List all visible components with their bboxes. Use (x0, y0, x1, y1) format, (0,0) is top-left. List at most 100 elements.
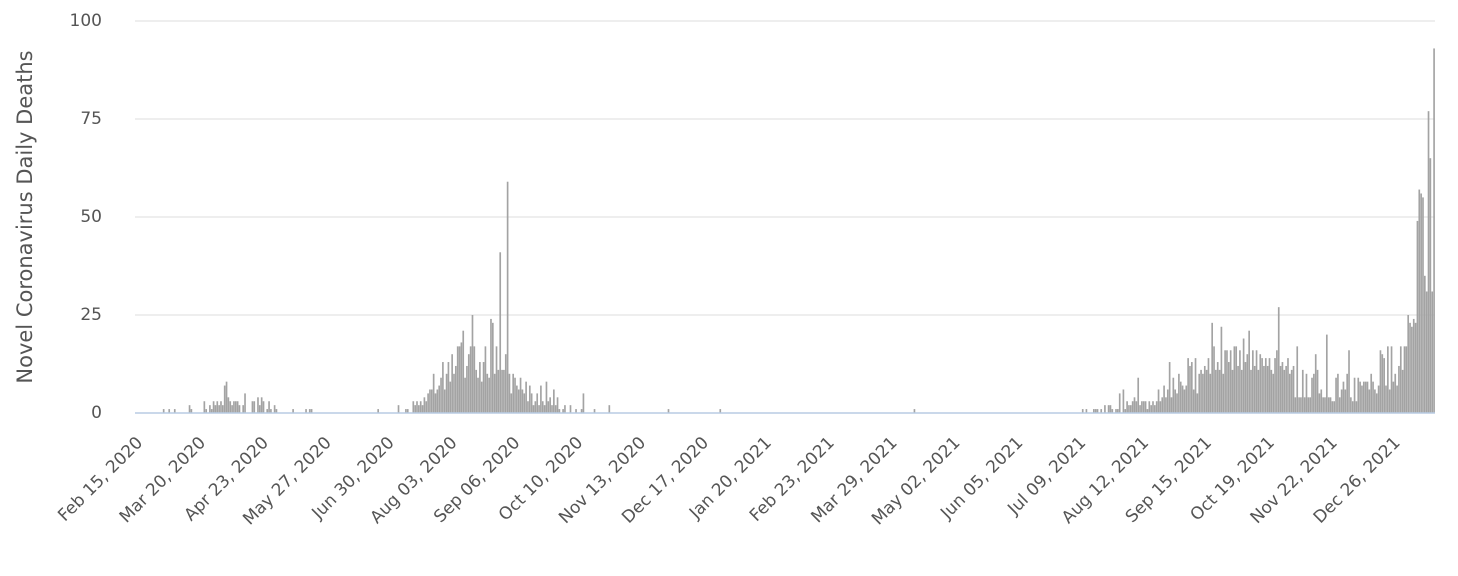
bar (540, 385, 542, 413)
bar (1166, 389, 1169, 413)
bar (257, 397, 259, 413)
bar (1305, 373, 1308, 413)
bar (1316, 369, 1319, 413)
bar (1375, 393, 1378, 413)
bar (1261, 358, 1263, 413)
bar (253, 401, 256, 413)
bar (1203, 365, 1206, 413)
bar (1174, 389, 1177, 413)
bar (268, 401, 270, 413)
bar (1433, 48, 1435, 413)
bar (1092, 409, 1095, 413)
bar (1379, 350, 1382, 413)
bar (495, 346, 498, 413)
bar (173, 409, 176, 413)
bar (1344, 389, 1347, 413)
bar (521, 389, 524, 413)
bar (443, 389, 446, 413)
bar (225, 381, 228, 413)
bar (1383, 358, 1385, 413)
bar (519, 377, 522, 413)
bar (203, 401, 206, 413)
bar (480, 381, 483, 413)
bar (1192, 389, 1195, 413)
bar (1418, 189, 1421, 413)
bar (551, 405, 553, 413)
bar (482, 362, 485, 413)
bar (1285, 365, 1287, 413)
bar (1338, 397, 1341, 413)
bar (1226, 350, 1228, 413)
bar (1309, 397, 1312, 413)
bar (1178, 373, 1180, 413)
bar (1272, 373, 1275, 413)
bar (491, 322, 494, 413)
bar (556, 397, 559, 413)
bar (512, 373, 514, 413)
bar (1385, 385, 1387, 413)
bar (538, 405, 540, 413)
bar (1409, 322, 1411, 413)
bar (1200, 369, 1202, 413)
bar (1211, 322, 1214, 413)
bar (510, 393, 513, 413)
bar (449, 381, 452, 413)
bar (1325, 334, 1328, 413)
bar (1329, 397, 1332, 413)
bar (429, 389, 431, 413)
bar (1185, 385, 1188, 413)
bar (1194, 358, 1197, 413)
bar (1137, 377, 1140, 413)
bar (456, 346, 459, 413)
bar (1144, 401, 1147, 413)
bar (1333, 401, 1336, 413)
bar (1255, 350, 1258, 413)
bar (1298, 397, 1300, 413)
bar (719, 409, 722, 413)
bar (1253, 365, 1256, 413)
bar (1231, 369, 1234, 413)
bar (310, 409, 313, 413)
bar (1155, 401, 1158, 413)
bar (1377, 385, 1380, 413)
bar (451, 354, 453, 413)
bar (473, 346, 476, 413)
bar (1190, 362, 1193, 413)
bar (1290, 369, 1293, 413)
bar (464, 377, 466, 413)
bar (1361, 385, 1363, 413)
bar (1392, 381, 1395, 413)
bar (462, 330, 465, 413)
bar (1109, 405, 1112, 413)
bar (209, 405, 211, 413)
bar (527, 401, 529, 413)
bar (514, 377, 516, 413)
bar (1411, 326, 1413, 413)
bar (436, 389, 439, 413)
bar (1296, 346, 1299, 413)
bar (266, 409, 269, 413)
y-tick-label: 100 (70, 11, 102, 31)
bar (1165, 397, 1167, 413)
bar (1142, 401, 1145, 413)
bar (1215, 369, 1217, 413)
bar (1350, 397, 1352, 413)
bar (190, 409, 193, 413)
bar (1335, 377, 1337, 413)
bar (1233, 346, 1236, 413)
bar (251, 401, 254, 413)
bar (541, 401, 544, 413)
bar (506, 181, 509, 413)
bar (1131, 401, 1134, 413)
bar (406, 409, 409, 413)
bar (447, 362, 450, 413)
bar (1157, 389, 1160, 413)
bar (1081, 409, 1084, 413)
bar (419, 401, 422, 413)
bar (1281, 362, 1284, 413)
y-tick-label: 75 (80, 109, 102, 129)
bar (270, 409, 272, 413)
bar (414, 405, 416, 413)
bar (1111, 409, 1114, 413)
bar (1370, 373, 1373, 413)
